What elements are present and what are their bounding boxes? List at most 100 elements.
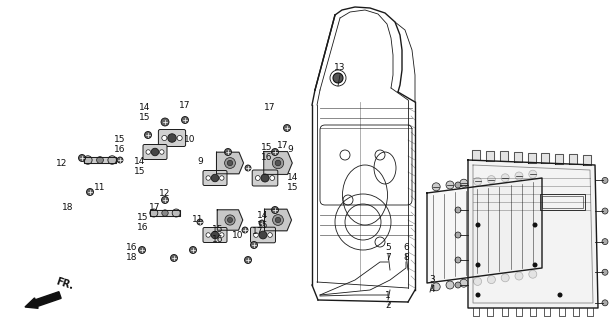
Circle shape <box>161 196 169 204</box>
Circle shape <box>602 177 608 183</box>
Text: 18: 18 <box>62 204 74 212</box>
Circle shape <box>227 218 233 222</box>
Polygon shape <box>500 151 508 161</box>
Circle shape <box>532 262 538 268</box>
Text: 8: 8 <box>403 253 409 262</box>
Circle shape <box>474 277 482 285</box>
Circle shape <box>476 262 481 268</box>
Text: 10: 10 <box>232 230 244 239</box>
Circle shape <box>242 227 248 233</box>
Text: 12: 12 <box>160 189 171 198</box>
Circle shape <box>515 172 523 180</box>
Circle shape <box>181 116 189 124</box>
Circle shape <box>602 239 608 244</box>
Circle shape <box>602 208 608 214</box>
Text: 14: 14 <box>287 173 298 182</box>
Circle shape <box>446 181 454 189</box>
Polygon shape <box>84 157 116 163</box>
Circle shape <box>171 254 177 261</box>
FancyBboxPatch shape <box>203 228 227 243</box>
Text: 15: 15 <box>213 226 224 235</box>
Text: 9: 9 <box>197 157 203 166</box>
Circle shape <box>487 276 495 284</box>
Circle shape <box>487 176 495 184</box>
Circle shape <box>138 246 146 253</box>
Circle shape <box>275 217 281 223</box>
Circle shape <box>211 174 219 182</box>
Circle shape <box>79 155 85 162</box>
Circle shape <box>476 292 481 298</box>
Text: 3: 3 <box>429 276 435 284</box>
Circle shape <box>161 118 169 126</box>
Circle shape <box>460 179 468 187</box>
Circle shape <box>83 156 92 164</box>
Text: 15: 15 <box>257 220 269 229</box>
Text: 16: 16 <box>126 244 138 252</box>
Circle shape <box>557 292 563 298</box>
FancyBboxPatch shape <box>250 227 275 243</box>
Circle shape <box>602 269 608 275</box>
Circle shape <box>455 282 461 288</box>
Circle shape <box>167 134 176 142</box>
Text: 9: 9 <box>287 146 293 155</box>
Circle shape <box>250 242 258 249</box>
Circle shape <box>219 233 224 237</box>
Circle shape <box>474 177 482 185</box>
Circle shape <box>268 233 272 237</box>
Polygon shape <box>541 153 549 163</box>
Circle shape <box>189 246 197 253</box>
Text: 16: 16 <box>261 154 273 163</box>
Text: 15: 15 <box>114 135 125 145</box>
Circle shape <box>225 148 231 156</box>
Circle shape <box>455 232 461 238</box>
Circle shape <box>197 219 203 225</box>
Circle shape <box>275 160 281 166</box>
Polygon shape <box>513 152 522 162</box>
Circle shape <box>529 170 537 178</box>
Polygon shape <box>486 151 494 161</box>
Text: 14: 14 <box>258 211 269 220</box>
Circle shape <box>460 279 468 287</box>
Text: 11: 11 <box>192 215 204 225</box>
Circle shape <box>146 150 150 154</box>
Circle shape <box>108 156 116 164</box>
Polygon shape <box>583 155 591 165</box>
FancyBboxPatch shape <box>143 145 167 159</box>
Circle shape <box>259 231 267 239</box>
Circle shape <box>270 176 275 180</box>
Circle shape <box>162 135 167 140</box>
Text: 14: 14 <box>139 103 150 113</box>
Polygon shape <box>150 210 180 216</box>
Circle shape <box>97 156 104 164</box>
Text: 12: 12 <box>56 158 68 167</box>
FancyBboxPatch shape <box>203 171 227 186</box>
Bar <box>542 196 583 208</box>
Text: 17: 17 <box>277 140 289 149</box>
Text: 2: 2 <box>385 300 391 309</box>
Polygon shape <box>217 210 243 230</box>
Circle shape <box>206 176 211 180</box>
Circle shape <box>272 157 284 169</box>
Circle shape <box>227 160 233 166</box>
Circle shape <box>162 210 168 216</box>
Polygon shape <box>527 153 535 163</box>
Circle shape <box>432 183 440 191</box>
FancyArrow shape <box>25 292 61 308</box>
Circle shape <box>501 174 509 182</box>
Circle shape <box>219 176 224 180</box>
Text: 17: 17 <box>252 228 264 236</box>
Text: 7: 7 <box>385 253 391 262</box>
Bar <box>540 194 585 210</box>
Circle shape <box>177 135 182 140</box>
Circle shape <box>259 220 265 226</box>
Text: 16: 16 <box>114 146 125 155</box>
Circle shape <box>284 124 290 132</box>
Circle shape <box>225 215 235 225</box>
Circle shape <box>86 188 94 196</box>
Circle shape <box>244 257 252 263</box>
Circle shape <box>476 222 481 228</box>
Polygon shape <box>217 152 244 174</box>
Circle shape <box>529 270 537 278</box>
Circle shape <box>245 165 251 171</box>
Text: 6: 6 <box>403 244 409 252</box>
